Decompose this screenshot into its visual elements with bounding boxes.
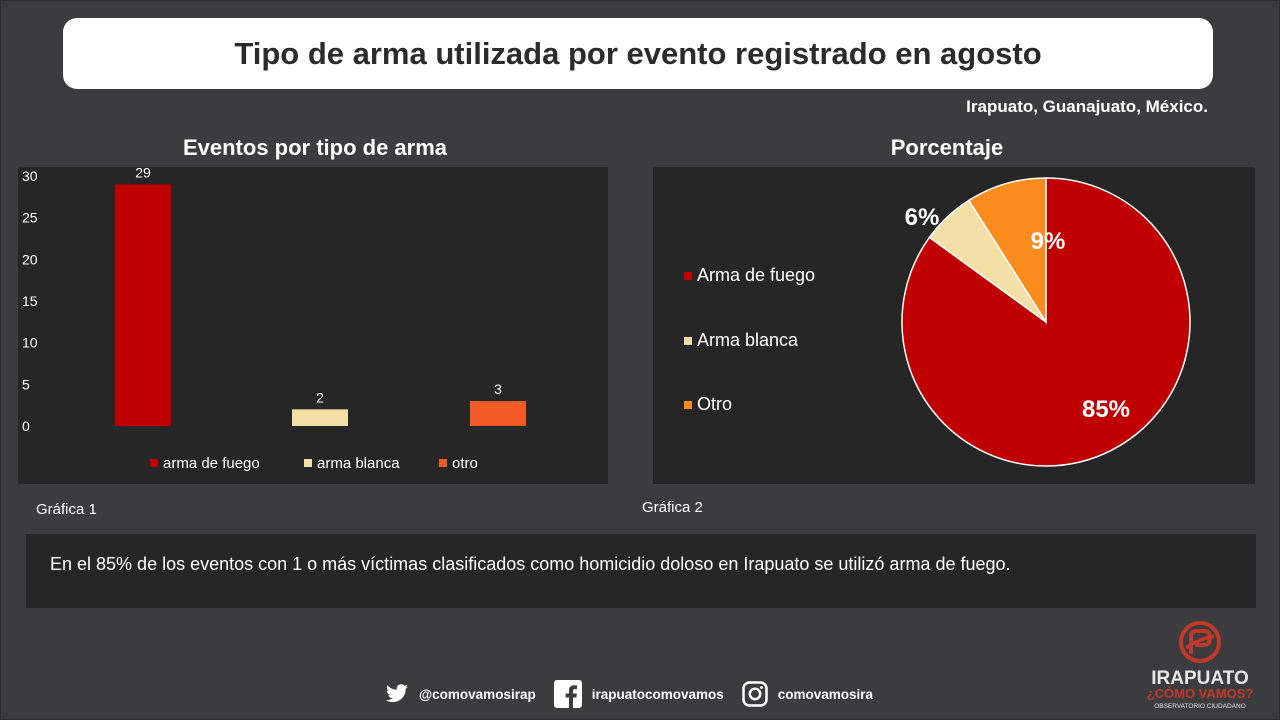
legend-label: Arma blanca — [697, 330, 799, 350]
y-tick-label: 20 — [22, 251, 38, 267]
y-tick-label: 0 — [22, 418, 30, 434]
bar-chart-panel: 0 5 10 15 20 25 30 29 2 3 arma de fuego arma blanca… — [18, 164, 608, 484]
legend-label: arma de fuego — [163, 455, 260, 472]
bar-chart-caption: Gráfica 1 — [36, 501, 97, 518]
legend-swatch — [150, 459, 158, 467]
instagram-icon[interactable] — [742, 681, 768, 707]
legend-swatch — [439, 459, 447, 467]
pie-slice-arma-de-fuego — [901, 177, 1191, 467]
summary-box: En el 85% de los eventos con 1 o más víc… — [26, 534, 1256, 608]
social-footer: @comovamosirap irapuatocomovamos comovam… — [385, 680, 881, 708]
logo-text-1: IRAPUATO — [1151, 668, 1248, 689]
bar-chart: 0 5 10 15 20 25 30 29 2 3 arma de fuego arma blanca… — [22, 164, 526, 472]
legend-swatch — [684, 337, 692, 345]
pie-chart-caption: Gráfica 2 — [642, 499, 703, 516]
y-tick-label: 5 — [22, 376, 30, 392]
y-tick-label: 25 — [22, 210, 38, 226]
twitter-handle[interactable]: @comovamosirap — [419, 686, 536, 702]
bar-arma-de-fuego — [115, 184, 171, 426]
legend-swatch — [304, 459, 312, 467]
facebook-handle[interactable]: irapuatocomovamos — [591, 686, 724, 702]
pie-data-label: 85% — [1082, 396, 1130, 423]
pie-slice-otro — [967, 177, 1047, 325]
facebook-icon[interactable] — [553, 680, 582, 708]
pie-chart-panel: 85% 6% 9% Arma de fuego Arma blanca Otro — [653, 167, 1255, 484]
logo-text-3: OBSERVATORIO CIUDADANO — [1154, 703, 1246, 710]
summary-text: En el 85% de los eventos con 1 o más víc… — [50, 554, 1011, 574]
title-banner: Tipo de arma utilizada por evento regist… — [63, 18, 1213, 89]
location-label: Irapuato, Guanajuato, México. — [966, 97, 1208, 116]
y-tick-label: 30 — [22, 168, 38, 184]
legend-label: arma blanca — [317, 455, 400, 472]
legend-swatch — [684, 272, 692, 280]
logo-mark-icon — [1179, 621, 1221, 663]
instagram-handle[interactable]: comovamosira — [777, 686, 874, 702]
twitter-icon[interactable] — [385, 684, 409, 704]
y-tick-label: 15 — [22, 293, 38, 309]
pie-chart: 85% 6% 9% Arma de fuego Arma blanca Otro — [684, 177, 1191, 467]
bar-data-label: 29 — [135, 167, 151, 180]
bar-arma-blanca — [292, 409, 348, 426]
bar-data-label: 3 — [494, 381, 502, 397]
pie-chart-title: Porcentaje — [890, 135, 1004, 160]
legend-label: Otro — [697, 394, 732, 414]
y-tick-label: 10 — [22, 335, 38, 351]
legend-label: otro — [452, 455, 478, 472]
pie-data-label: 9% — [1031, 228, 1066, 255]
page-title: Tipo de arma utilizada por evento regist… — [234, 35, 1042, 71]
logo-text-2: ¿CÓMO VAMOS? — [1147, 686, 1254, 701]
bar-data-label: 2 — [316, 389, 324, 405]
legend-label: Arma de fuego — [697, 265, 815, 285]
pie-data-label: 6% — [905, 204, 940, 231]
irapuato-logo: IRAPUATO ¿CÓMO VAMOS? OBSERVATORIO CIUDA… — [1147, 621, 1254, 710]
bar-chart-title: Eventos por tipo de arma — [182, 135, 448, 160]
legend-swatch — [684, 401, 692, 409]
bar-otro — [470, 401, 526, 426]
